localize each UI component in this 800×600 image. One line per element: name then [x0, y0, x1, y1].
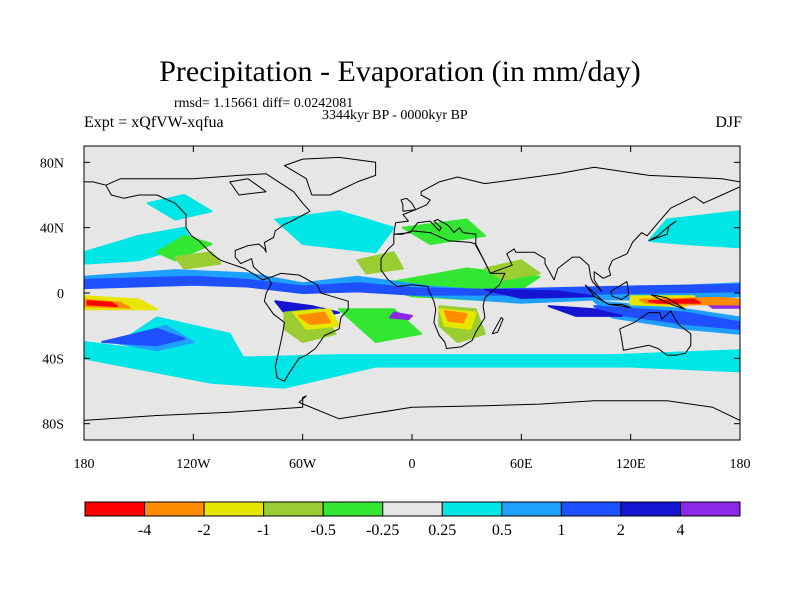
axis-ticks: 180 120W 60W 0 60E 120E 180 80N 40N 0 40S 80S	[40, 146, 751, 472]
field-region-34	[86, 300, 118, 308]
field-region-13	[84, 275, 740, 296]
y-tick-label-4: 80S	[42, 418, 64, 433]
x-tick-label-4: 60E	[510, 457, 533, 472]
coastline-12	[650, 294, 686, 310]
period-text: 3344kyr BP - 0000kyr BP	[322, 108, 468, 123]
colorbar-label-3: -0.5	[311, 522, 336, 539]
colorbar-label-8: 2	[617, 522, 625, 539]
y-tick-label-3: 40S	[42, 352, 64, 367]
field-region-35	[647, 298, 701, 304]
colorbar-box-8	[560, 501, 622, 517]
field-region-6	[155, 234, 213, 262]
coastlines	[84, 156, 740, 421]
coastline-7	[400, 197, 417, 212]
colorbar-box-2	[203, 501, 265, 517]
colorbar-label-9: 4	[676, 522, 684, 539]
x-tick-label-1: 120W	[176, 457, 211, 472]
coastline-8	[648, 220, 677, 242]
field-region-31	[443, 310, 468, 324]
field-region-17	[547, 305, 623, 317]
coastline-6	[283, 156, 377, 196]
coastline-10	[608, 303, 632, 309]
rmsd-diff-text: rmsd= 1.15661 diff= 0.0242081	[174, 96, 354, 111]
field-region-25	[356, 251, 404, 275]
field-region-14	[101, 327, 186, 347]
colorbar: -4 -2 -1 -0.5 -0.25 0.25 0.5 1 2 4	[84, 501, 741, 539]
y-tick-label-1: 40N	[40, 222, 64, 237]
coastline-15	[84, 181, 107, 186]
chart-title: Precipitation - Evaporation (in mm/day)	[159, 55, 641, 88]
colorbar-label-5: 0.25	[428, 522, 456, 539]
coastline-5	[84, 395, 740, 421]
coastline-0	[105, 173, 311, 281]
field-region-3	[647, 210, 740, 249]
coastline-3	[393, 166, 740, 292]
coastline-4	[619, 310, 692, 356]
colorbar-box-1	[144, 501, 205, 517]
x-tick-label-2: 60W	[289, 457, 317, 472]
colorbar-label-2: -1	[257, 522, 270, 539]
x-tick-label-5: 120E	[616, 457, 646, 472]
season-label: DJF	[715, 114, 742, 131]
colorbar-box-4	[322, 501, 384, 517]
coastline-1	[263, 272, 349, 382]
field-regions	[84, 194, 740, 389]
colorbar-label-1: -2	[197, 522, 210, 539]
y-tick-label-0: 80N	[40, 156, 64, 171]
colorbar-box-10	[679, 501, 741, 517]
x-tick-label-3: 0	[409, 457, 416, 472]
x-tick-label-6: 180	[730, 457, 751, 472]
colorbar-box-7	[501, 501, 562, 517]
field-region-2	[274, 210, 395, 254]
field-region-30	[298, 311, 331, 325]
experiment-label: Expt = xQfVW-xqfua	[84, 114, 224, 131]
colorbar-box-9	[620, 501, 681, 517]
colorbar-label-4: -0.25	[366, 522, 399, 539]
coastline-14	[229, 178, 267, 196]
field-region-21	[174, 251, 222, 270]
field-region-19	[389, 311, 413, 321]
field-region-9	[401, 218, 486, 245]
plot-area	[83, 145, 741, 441]
colorbar-box-3	[263, 501, 324, 517]
colorbar-label-7: 1	[557, 522, 565, 539]
colorbar-label-0: -4	[138, 522, 151, 539]
field-region-24	[483, 259, 541, 281]
colorbar-label-6: 0.5	[492, 522, 512, 539]
coastline-13	[491, 317, 504, 335]
x-tick-label-0: 180	[74, 457, 95, 472]
y-tick-label-2: 0	[57, 287, 64, 302]
field-region-1	[146, 194, 213, 221]
colorbar-box-5	[382, 501, 443, 517]
coastline-2	[380, 230, 506, 349]
coastline-11	[610, 281, 630, 300]
colorbar-box-0	[84, 501, 146, 517]
colorbar-box-6	[441, 501, 503, 517]
